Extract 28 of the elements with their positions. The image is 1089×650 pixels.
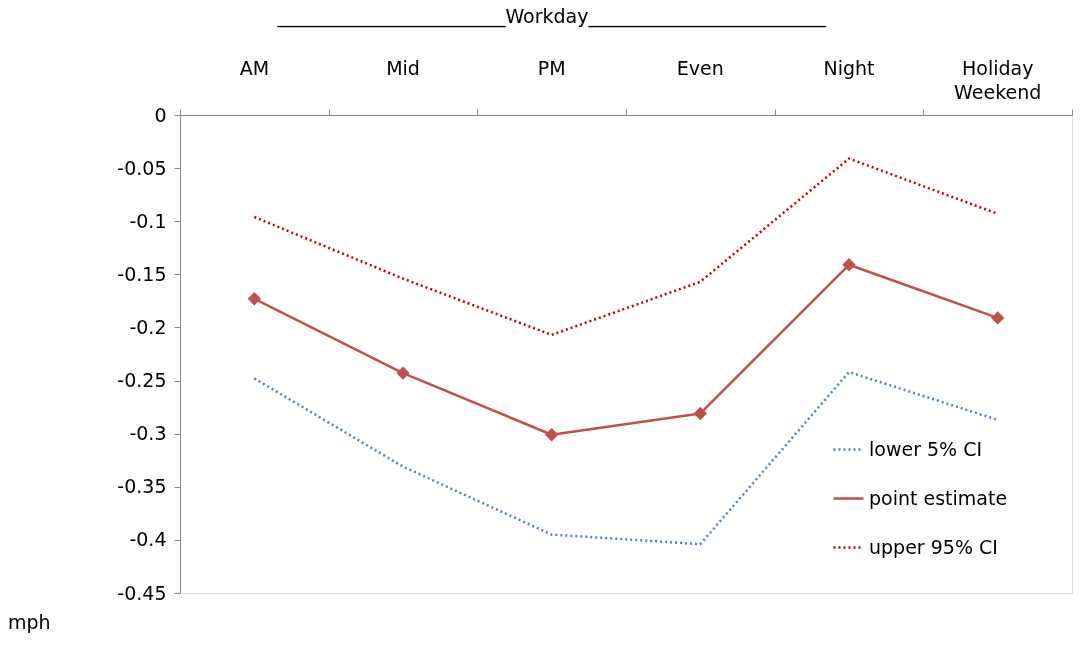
x-tick-label: Night	[823, 57, 875, 79]
y-tick-label: 0	[154, 103, 167, 126]
legend-label: lower 5% CI	[869, 437, 983, 460]
x-tick-label: Mid	[386, 57, 420, 79]
y-tick-label: -0.05	[117, 156, 167, 179]
y-tick-label: -0.1	[129, 209, 167, 232]
line-series	[253, 157, 999, 337]
x-tick-label: Even	[676, 57, 724, 79]
x-tick-label: Holiday Weekend	[954, 57, 1042, 103]
legend-label: point estimate	[869, 486, 1008, 509]
y-tick-label: -0.3	[129, 422, 167, 445]
y-tick-label: -0.15	[117, 262, 167, 285]
x-tick-label: PM	[537, 57, 566, 79]
legend-label: upper 95% CI	[869, 535, 998, 558]
y-tick-label: -0.35	[117, 475, 167, 498]
y-tick-label: -0.25	[117, 369, 167, 392]
text: ________________________Workday_________________________	[276, 5, 827, 28]
y-tick-label: -0.2	[129, 315, 167, 338]
point	[990, 311, 1005, 325]
point	[247, 292, 262, 306]
y-tick-label: -0.45	[117, 581, 167, 604]
x-tick-label: AM	[239, 57, 270, 79]
point	[693, 406, 708, 421]
point	[396, 366, 410, 380]
point	[544, 428, 559, 442]
y-tick-label: -0.4	[129, 528, 167, 551]
point	[842, 258, 856, 272]
y-axis-title: mph	[8, 611, 51, 633]
